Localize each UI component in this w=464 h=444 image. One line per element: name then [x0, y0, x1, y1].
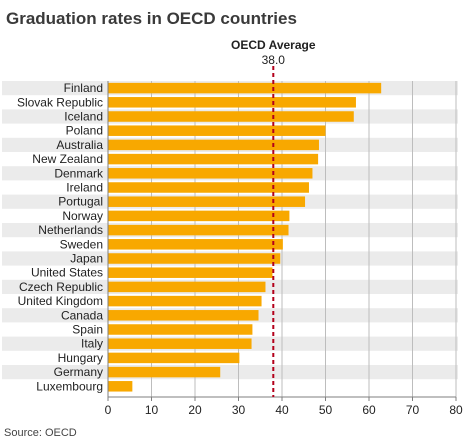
- bar: [108, 168, 313, 179]
- tick-label: 0: [105, 403, 112, 417]
- reference-line-value: 38.0: [262, 53, 286, 67]
- bar: [108, 111, 354, 122]
- bar: [108, 381, 133, 392]
- category-label: Germany: [54, 365, 103, 379]
- bars: [108, 82, 382, 392]
- category-label: Italy: [81, 337, 103, 351]
- category-label: Iceland: [64, 110, 103, 124]
- bar: [108, 310, 259, 321]
- category-label: Japan: [70, 252, 103, 266]
- tick-label: 30: [232, 403, 246, 417]
- category-label: Spain: [72, 323, 103, 337]
- bar: [108, 82, 382, 94]
- reference-line-label: OECD Average: [231, 38, 316, 52]
- bar: [108, 267, 273, 278]
- tick-label: 80: [449, 403, 463, 417]
- category-label: Hungary: [58, 351, 103, 365]
- category-label: Sweden: [60, 237, 103, 251]
- bar: [108, 366, 221, 378]
- category-label: Luxembourg: [36, 379, 103, 393]
- source-note: Source: OECD: [4, 427, 77, 439]
- category-label: Poland: [66, 124, 103, 138]
- bar: [108, 224, 289, 236]
- bar: [108, 125, 326, 136]
- bar: [108, 281, 266, 293]
- bar: [108, 196, 306, 207]
- bar: [108, 253, 281, 264]
- tick-label: 40: [275, 403, 289, 417]
- tick-label: 20: [188, 403, 202, 417]
- bar: [108, 97, 356, 108]
- category-label: Ireland: [66, 181, 103, 195]
- category-label: Norway: [62, 209, 103, 223]
- tick-label: 60: [362, 403, 376, 417]
- bar: [108, 338, 252, 349]
- bar: [108, 324, 253, 335]
- category-label: Finland: [64, 81, 103, 95]
- bar: [108, 153, 319, 165]
- category-label: Portugal: [58, 195, 103, 209]
- category-label: United Kingdom: [18, 294, 103, 308]
- category-label: Australia: [56, 138, 103, 152]
- x-axis: 0 10 20 30 40 50 60 70 80: [105, 81, 463, 417]
- category-label: Czech Republic: [19, 280, 103, 294]
- category-label: Slovak Republic: [17, 95, 103, 109]
- tick-label: 10: [145, 403, 159, 417]
- bar: [108, 182, 309, 193]
- bar: [108, 210, 290, 222]
- bar: [108, 139, 319, 151]
- tick-label: 70: [406, 403, 420, 417]
- chart-title: Graduation rates in OECD countries: [6, 9, 297, 28]
- bar: [108, 295, 262, 307]
- category-label: Canada: [61, 308, 103, 322]
- bar: [108, 239, 283, 250]
- category-label: New Zealand: [32, 152, 103, 166]
- category-label: United States: [31, 266, 103, 280]
- bar: [108, 352, 240, 364]
- tick-label: 50: [319, 403, 333, 417]
- category-label: Denmark: [54, 166, 104, 180]
- category-label: Netherlands: [38, 223, 103, 237]
